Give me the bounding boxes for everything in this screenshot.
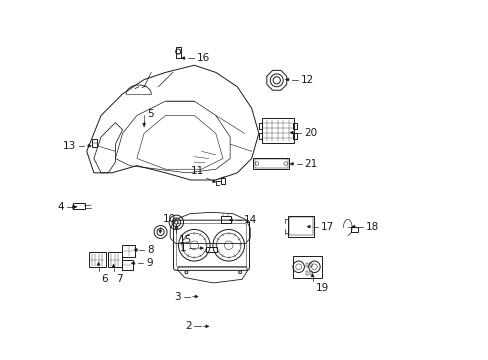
Text: 13: 13 — [62, 141, 76, 151]
Bar — [175, 47, 180, 58]
Bar — [253, 158, 289, 169]
Text: 8: 8 — [147, 245, 153, 255]
Text: 17: 17 — [320, 222, 333, 231]
Text: 15: 15 — [179, 235, 192, 245]
Text: 7: 7 — [116, 274, 123, 284]
Bar — [92, 139, 97, 147]
Bar — [107, 252, 122, 267]
Bar — [122, 245, 135, 257]
Bar — [293, 133, 296, 139]
Text: 5: 5 — [147, 109, 153, 119]
Bar — [221, 216, 231, 223]
Bar — [305, 271, 308, 275]
Bar — [261, 118, 293, 143]
Bar — [292, 256, 322, 278]
Bar — [287, 216, 314, 237]
Bar — [73, 203, 84, 210]
Text: 19: 19 — [315, 283, 328, 293]
Bar — [122, 260, 133, 270]
Bar — [309, 271, 311, 275]
Bar — [288, 217, 312, 235]
Bar — [254, 159, 287, 168]
Text: 14: 14 — [244, 215, 257, 225]
Bar — [351, 227, 357, 232]
Text: 4: 4 — [58, 202, 64, 212]
Text: 16: 16 — [196, 53, 209, 63]
Bar — [293, 123, 296, 129]
Bar — [206, 247, 217, 252]
Bar — [258, 133, 262, 139]
Text: 6: 6 — [101, 274, 108, 284]
Bar — [88, 252, 105, 267]
Text: 18: 18 — [365, 222, 378, 231]
Text: 12: 12 — [300, 75, 313, 85]
Text: 2: 2 — [184, 321, 191, 331]
Text: 20: 20 — [304, 128, 317, 138]
Text: 3: 3 — [174, 292, 180, 302]
Bar — [305, 263, 308, 267]
Text: 21: 21 — [304, 159, 317, 169]
Text: 11: 11 — [190, 166, 203, 176]
Text: 10: 10 — [163, 215, 176, 225]
Bar — [221, 178, 225, 184]
Text: 1: 1 — [179, 243, 185, 253]
Bar — [309, 263, 311, 267]
Bar — [258, 123, 262, 129]
Text: 9: 9 — [146, 258, 153, 268]
